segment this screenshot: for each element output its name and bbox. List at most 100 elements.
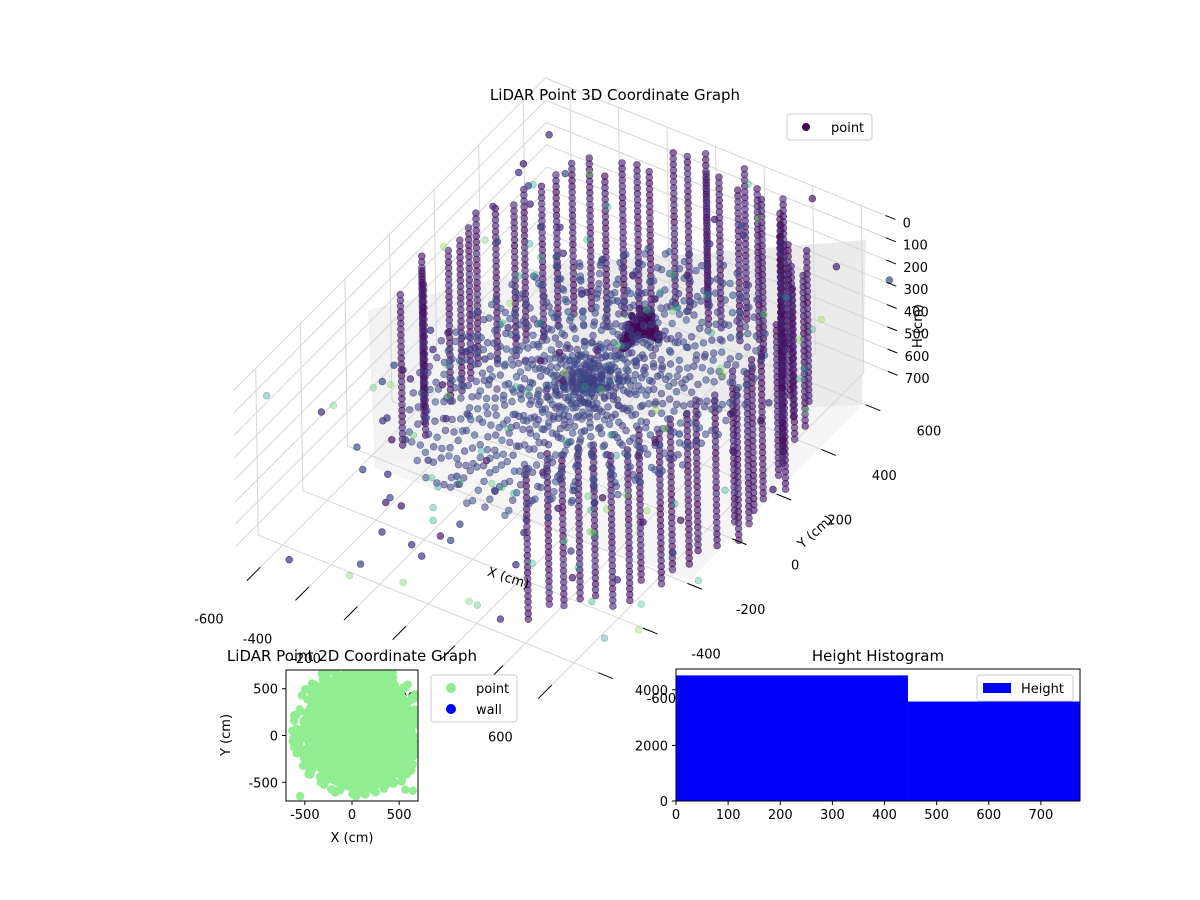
ground-point-3d — [536, 451, 545, 460]
wall-point-3d — [694, 546, 702, 555]
ground-point-3d — [569, 486, 577, 495]
ground-point-3d — [555, 340, 563, 348]
ground-point-3d — [456, 375, 464, 383]
ground-point-3d — [424, 430, 433, 438]
ground-point-3d — [512, 373, 521, 381]
stray-point-3d — [473, 601, 481, 609]
ground-point-3d — [594, 286, 602, 294]
stray-point-3d — [444, 392, 452, 400]
ground-point-3d — [501, 308, 510, 317]
ground-point-3d — [478, 369, 487, 377]
legend-label-point-3d: point — [831, 121, 864, 136]
z-tick-label-3d: 100 — [903, 239, 928, 254]
stray-point-3d — [536, 253, 545, 261]
ground-point-3d — [596, 340, 604, 349]
ground-point-3d — [570, 360, 578, 369]
ground-point-3d — [669, 298, 677, 306]
ground-point-3d — [472, 377, 480, 386]
ground-point-3d — [701, 430, 710, 438]
legend-hist: Height — [976, 674, 1074, 702]
ground-point-3d — [548, 429, 556, 437]
ground-point-3d — [660, 310, 669, 318]
stray-point-3d — [643, 506, 651, 515]
ground-point-3d — [488, 300, 496, 309]
stray-point-3d — [504, 425, 512, 433]
point-2d — [376, 769, 386, 779]
ground-point-3d — [742, 381, 750, 389]
stray-point-3d — [584, 492, 592, 500]
ground-point-3d — [721, 296, 729, 304]
stray-point-3d — [637, 600, 645, 608]
point-2d — [368, 779, 377, 789]
ground-point-3d — [630, 387, 639, 395]
stray-point-3d — [628, 271, 637, 279]
stray-point-3d — [598, 494, 607, 502]
stray-point-3d — [586, 170, 594, 178]
ground-point-3d — [679, 402, 688, 410]
ground-point-3d — [622, 321, 630, 329]
x-tick-label-hist: 400 — [872, 808, 897, 823]
y-tick-label-3d: -200 — [736, 603, 766, 618]
stray-point-3d — [817, 315, 825, 324]
ground-point-3d — [685, 250, 693, 258]
ground-point-3d — [477, 333, 485, 342]
ground-point-3d — [464, 332, 473, 341]
x-tick-label-hist: 500 — [924, 808, 949, 823]
stray-point-3d — [369, 384, 377, 392]
ground-point-3d — [515, 321, 523, 329]
ground-point-3d — [516, 481, 525, 489]
ground-point-3d — [480, 315, 488, 324]
stray-point-3d — [634, 452, 642, 460]
ground-point-3d — [463, 499, 471, 507]
stray-point-3d — [634, 625, 643, 634]
histogram-bar — [907, 701, 1080, 801]
ground-point-3d — [520, 375, 529, 383]
ground-point-3d — [540, 292, 548, 300]
ground-point-3d — [590, 484, 598, 492]
ground-point-3d — [458, 333, 467, 341]
stray-point-3d — [622, 311, 630, 319]
stray-point-3d — [721, 486, 729, 494]
point-2d — [297, 691, 307, 700]
stray-point-3d — [536, 223, 545, 231]
stray-point-3d — [744, 180, 752, 188]
ground-point-3d — [741, 400, 749, 409]
stray-point-3d — [465, 597, 473, 606]
wall-point-3d — [545, 600, 553, 608]
ground-point-3d — [642, 391, 650, 399]
ground-point-3d — [588, 338, 596, 346]
point-2d — [333, 680, 342, 689]
stray-point-3d — [506, 299, 514, 307]
ground-point-3d — [440, 370, 448, 379]
ground-point-3d — [638, 260, 646, 269]
ground-point-3d — [506, 438, 514, 447]
stray-point-3d — [717, 364, 725, 372]
ground-point-3d — [481, 503, 489, 511]
stray-point-3d — [440, 242, 448, 251]
ground-point-3d — [448, 397, 457, 405]
ground-point-3d — [602, 352, 610, 360]
point-2d — [343, 775, 352, 784]
ground-point-3d — [572, 463, 580, 471]
wall-point-3d — [779, 459, 787, 467]
ground-point-3d — [641, 300, 649, 308]
ground-point-3d — [573, 452, 582, 461]
ground-point-3d — [565, 316, 574, 324]
grid-x-back — [666, 127, 670, 295]
ground-point-3d — [657, 389, 666, 398]
ground-point-3d — [750, 374, 758, 383]
ground-point-3d — [603, 339, 611, 347]
ground-point-3d — [614, 490, 622, 499]
ground-point-3d — [593, 399, 601, 408]
ground-point-3d — [714, 430, 722, 439]
stray-point-3d — [580, 427, 589, 435]
stray-point-3d — [583, 288, 591, 296]
wall-point-3d — [789, 413, 797, 421]
ground-point-3d — [459, 382, 468, 390]
stray-point-3d — [613, 297, 622, 305]
ground-point-3d — [646, 338, 655, 346]
ground-point-3d — [712, 320, 720, 328]
ground-point-3d — [445, 452, 453, 460]
stray-point-3d — [520, 528, 528, 537]
